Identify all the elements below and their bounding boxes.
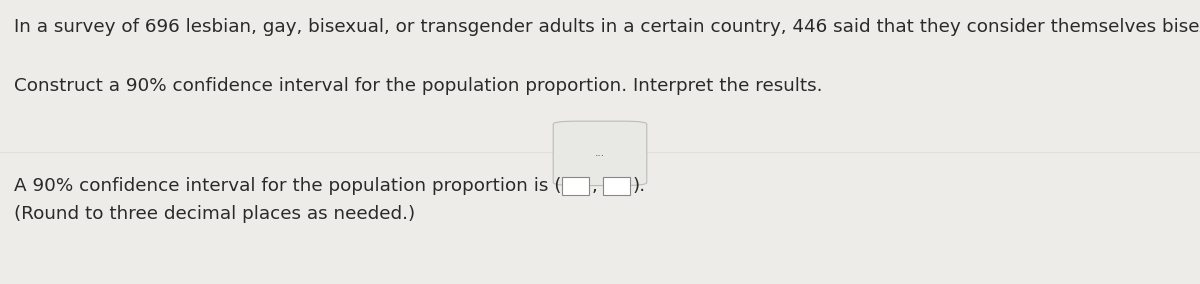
Text: A 90% confidence interval for the population proportion is (: A 90% confidence interval for the popula…	[14, 177, 562, 195]
Bar	[562, 177, 589, 195]
Text: In a survey of 696 lesbian, gay, bisexual, or transgender adults in a certain co: In a survey of 696 lesbian, gay, bisexua…	[14, 18, 1200, 36]
Text: (Round to three decimal places as needed.): (Round to three decimal places as needed…	[14, 205, 415, 223]
Text: ).: ).	[632, 177, 646, 195]
FancyBboxPatch shape	[553, 121, 647, 185]
Text: Construct a 90% confidence interval for the population proportion. Interpret the: Construct a 90% confidence interval for …	[14, 77, 823, 95]
Text: ...: ...	[595, 148, 605, 158]
Bar	[604, 177, 630, 195]
Text: ,: ,	[592, 177, 598, 195]
